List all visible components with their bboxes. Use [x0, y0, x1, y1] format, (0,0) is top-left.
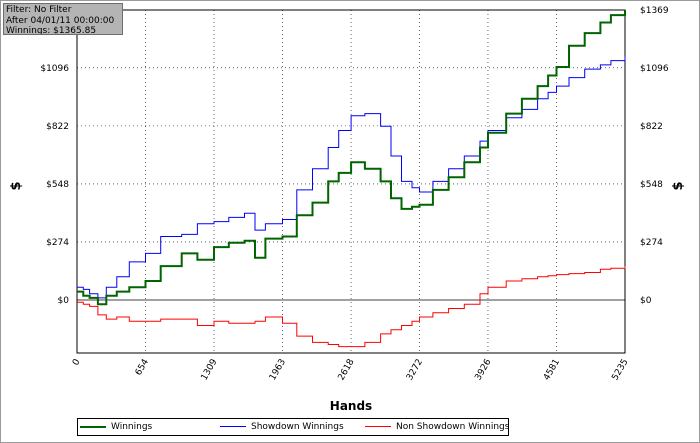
legend-label-showdown: Showdown Winnings	[251, 422, 344, 432]
date-filter-line: After 04/01/11 00:00:00	[6, 15, 115, 26]
y-tick-label-left: $1096	[40, 64, 69, 74]
filter-line: Filter: No Filter	[6, 5, 72, 15]
y-tick-labels-left: $0 $274 $548 $822 $1096	[40, 64, 69, 306]
legend-item-winnings: Winnings	[78, 419, 228, 435]
x-tick-label: 3272	[405, 358, 425, 383]
x-tick-label: 5235	[610, 358, 630, 383]
series-lines	[77, 10, 626, 348]
x-tick-label: 1309	[200, 357, 220, 382]
winnings-total-line: Winnings: $1365.85	[6, 26, 97, 35]
series-line-non-showdown-winnings	[77, 266, 626, 348]
y-tick-labels-right: $0 $274 $548 $822 $1096 $1369	[640, 6, 669, 306]
legend-swatch-winnings	[80, 426, 106, 428]
legend-label-winnings: Winnings	[111, 422, 153, 432]
y-tick-label-left: $274	[46, 238, 69, 248]
x-tick-label: 4581	[542, 358, 562, 383]
legend-item-showdown: Showdown Winnings	[218, 419, 368, 435]
y-tick-label-right: $0	[640, 296, 652, 306]
x-tick-label: 0	[71, 357, 83, 367]
legend-swatch-showdown	[220, 426, 246, 427]
y-tick-label-right: $548	[640, 180, 663, 190]
y-tick-label-right: $1369	[640, 6, 669, 16]
x-tick-label: 3926	[473, 357, 493, 382]
plot-area	[76, 9, 626, 354]
y-tick-label-right: $274	[640, 238, 663, 248]
y-tick-label-right: $1096	[640, 64, 669, 74]
chart-legend: Winnings Showdown Winnings Non Showdown …	[77, 418, 509, 436]
x-tick-label: 2618	[337, 357, 357, 382]
y-tick-label-right: $822	[640, 122, 663, 132]
x-tick-labels: 0 654 1309 1963 2618 3272 3926 4581 5235	[71, 357, 631, 382]
x-tick-label: 654	[134, 357, 151, 377]
series-line-winnings	[77, 10, 626, 306]
y-axis-label-right: $	[671, 181, 686, 190]
y-tick-label-left: $0	[58, 296, 70, 306]
legend-swatch-non-showdown	[365, 426, 391, 427]
y-tick-label-left: $822	[46, 122, 69, 132]
grid-lines	[77, 10, 625, 353]
x-tick-label: 1963	[268, 358, 288, 383]
legend-item-non-showdown: Non Showdown Winnings	[363, 419, 510, 435]
x-axis-label: Hands	[330, 399, 372, 413]
filter-info-box: Filter: No Filter After 04/01/11 00:00:0…	[3, 3, 123, 35]
y-tick-label-left: $548	[46, 180, 69, 190]
y-axis-label-left: $	[9, 181, 24, 190]
legend-label-non-showdown: Non Showdown Winnings	[396, 422, 510, 432]
